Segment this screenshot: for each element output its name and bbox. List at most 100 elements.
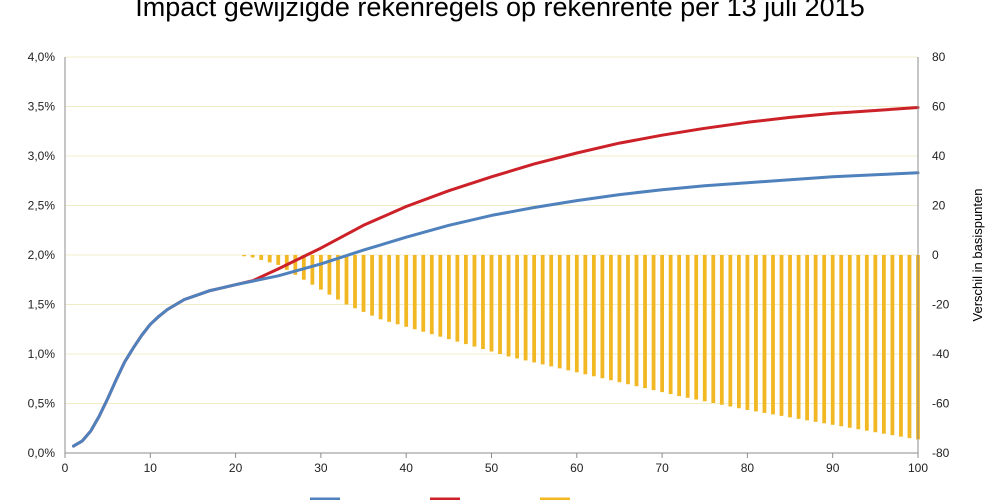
difference-bar — [660, 255, 664, 393]
difference-bar — [250, 255, 255, 258]
chart-title: Impact gewijzigde rekenregels op rekenre… — [135, 0, 865, 22]
left-tick-label: 2,0% — [28, 248, 56, 262]
difference-bar — [702, 255, 707, 402]
difference-bar — [719, 255, 724, 405]
difference-bar — [404, 255, 409, 327]
difference-bar — [830, 255, 835, 425]
x-tick-label: 0 — [62, 461, 69, 475]
x-tick-label: 90 — [826, 461, 840, 475]
difference-bar — [890, 255, 895, 436]
difference-bar — [489, 255, 494, 352]
x-tick-label: 20 — [229, 461, 243, 475]
right-tick-label: 20 — [932, 199, 946, 213]
difference-bar — [574, 255, 579, 373]
difference-bar — [429, 255, 434, 335]
difference-bar — [327, 255, 332, 295]
difference-bar — [634, 255, 639, 387]
x-tick-label: 50 — [485, 461, 499, 475]
difference-bar — [370, 255, 374, 316]
difference-bar — [711, 255, 716, 404]
difference-bar — [617, 255, 622, 383]
right-tick-label: 60 — [932, 100, 946, 114]
x-axis-ticks: 0 10 20 30 40 50 60 70 80 90 100 — [62, 453, 928, 475]
difference-bar — [873, 255, 878, 433]
difference-bar — [626, 255, 630, 385]
difference-bar — [293, 255, 298, 275]
difference-bar — [310, 255, 315, 285]
x-tick-label: 70 — [655, 461, 669, 475]
difference-bar — [540, 255, 545, 365]
difference-bar — [464, 255, 468, 345]
difference-bar — [412, 255, 417, 330]
right-tick-label: -20 — [932, 298, 950, 312]
difference-bar — [549, 255, 554, 367]
difference-bar — [395, 255, 400, 325]
difference-bar — [736, 255, 741, 409]
difference-bar — [438, 255, 443, 337]
left-tick-label: 0,0% — [28, 446, 56, 460]
difference-bar — [677, 255, 682, 397]
difference-bar — [805, 255, 810, 421]
difference-bar — [779, 255, 784, 416]
difference-bar — [336, 255, 340, 300]
difference-bar — [762, 255, 767, 413]
difference-bar — [685, 255, 690, 398]
difference-bar — [847, 255, 852, 428]
difference-bar — [754, 255, 758, 412]
difference-bar — [694, 255, 699, 400]
difference-bar — [344, 255, 349, 305]
x-tick-label: 100 — [908, 461, 928, 475]
difference-bar — [771, 255, 775, 415]
difference-bar — [745, 255, 750, 410]
difference-bar — [259, 255, 264, 260]
left-tick-label: 2,5% — [28, 199, 56, 213]
difference-bar — [319, 255, 323, 290]
difference-bar — [532, 255, 537, 363]
difference-bar — [242, 255, 247, 257]
difference-bar — [276, 255, 281, 265]
difference-bar — [361, 255, 366, 312]
x-tick-label: 80 — [741, 461, 755, 475]
difference-bar — [651, 255, 656, 391]
left-tick-label: 1,0% — [28, 347, 56, 361]
difference-bar — [387, 255, 392, 322]
old-curve-line — [72, 171, 920, 448]
x-tick-label: 30 — [314, 461, 328, 475]
right-axis-ticks: -80 -60 -40 -20 0 20 40 60 80 — [932, 50, 950, 460]
difference-bar — [498, 255, 502, 354]
difference-bar — [378, 255, 383, 320]
x-tick-label: 60 — [570, 461, 584, 475]
left-tick-label: 4,0% — [28, 50, 56, 64]
difference-bar — [455, 255, 460, 342]
curve-lines — [72, 106, 920, 448]
left-tick-label: 3,0% — [28, 149, 56, 163]
x-tick-label: 40 — [400, 461, 414, 475]
difference-bar — [557, 255, 562, 369]
right-tick-label: -80 — [932, 446, 950, 460]
difference-bar — [864, 255, 869, 431]
difference-bar — [566, 255, 571, 371]
difference-bar — [267, 255, 272, 263]
difference-bar — [839, 255, 844, 427]
difference-bar — [472, 255, 477, 347]
difference-bar — [515, 255, 519, 359]
difference-bar — [481, 255, 485, 350]
difference-bar — [353, 255, 357, 309]
difference-bar — [583, 255, 588, 375]
difference-bars — [242, 255, 920, 440]
difference-bar — [813, 255, 818, 422]
difference-bar — [421, 255, 426, 332]
difference-bar — [907, 255, 912, 439]
difference-bar — [600, 255, 605, 379]
right-axis-title: Verschil in basispunten — [970, 189, 985, 322]
difference-bar — [643, 255, 647, 389]
difference-bar — [796, 255, 801, 419]
difference-bar — [899, 255, 903, 437]
right-tick-label: 80 — [932, 50, 946, 64]
difference-bar — [788, 255, 792, 418]
difference-bar — [506, 255, 511, 357]
difference-bar — [523, 255, 528, 361]
right-tick-label: 40 — [932, 149, 946, 163]
left-tick-label: 3,5% — [28, 100, 56, 114]
right-tick-label: -60 — [932, 397, 950, 411]
